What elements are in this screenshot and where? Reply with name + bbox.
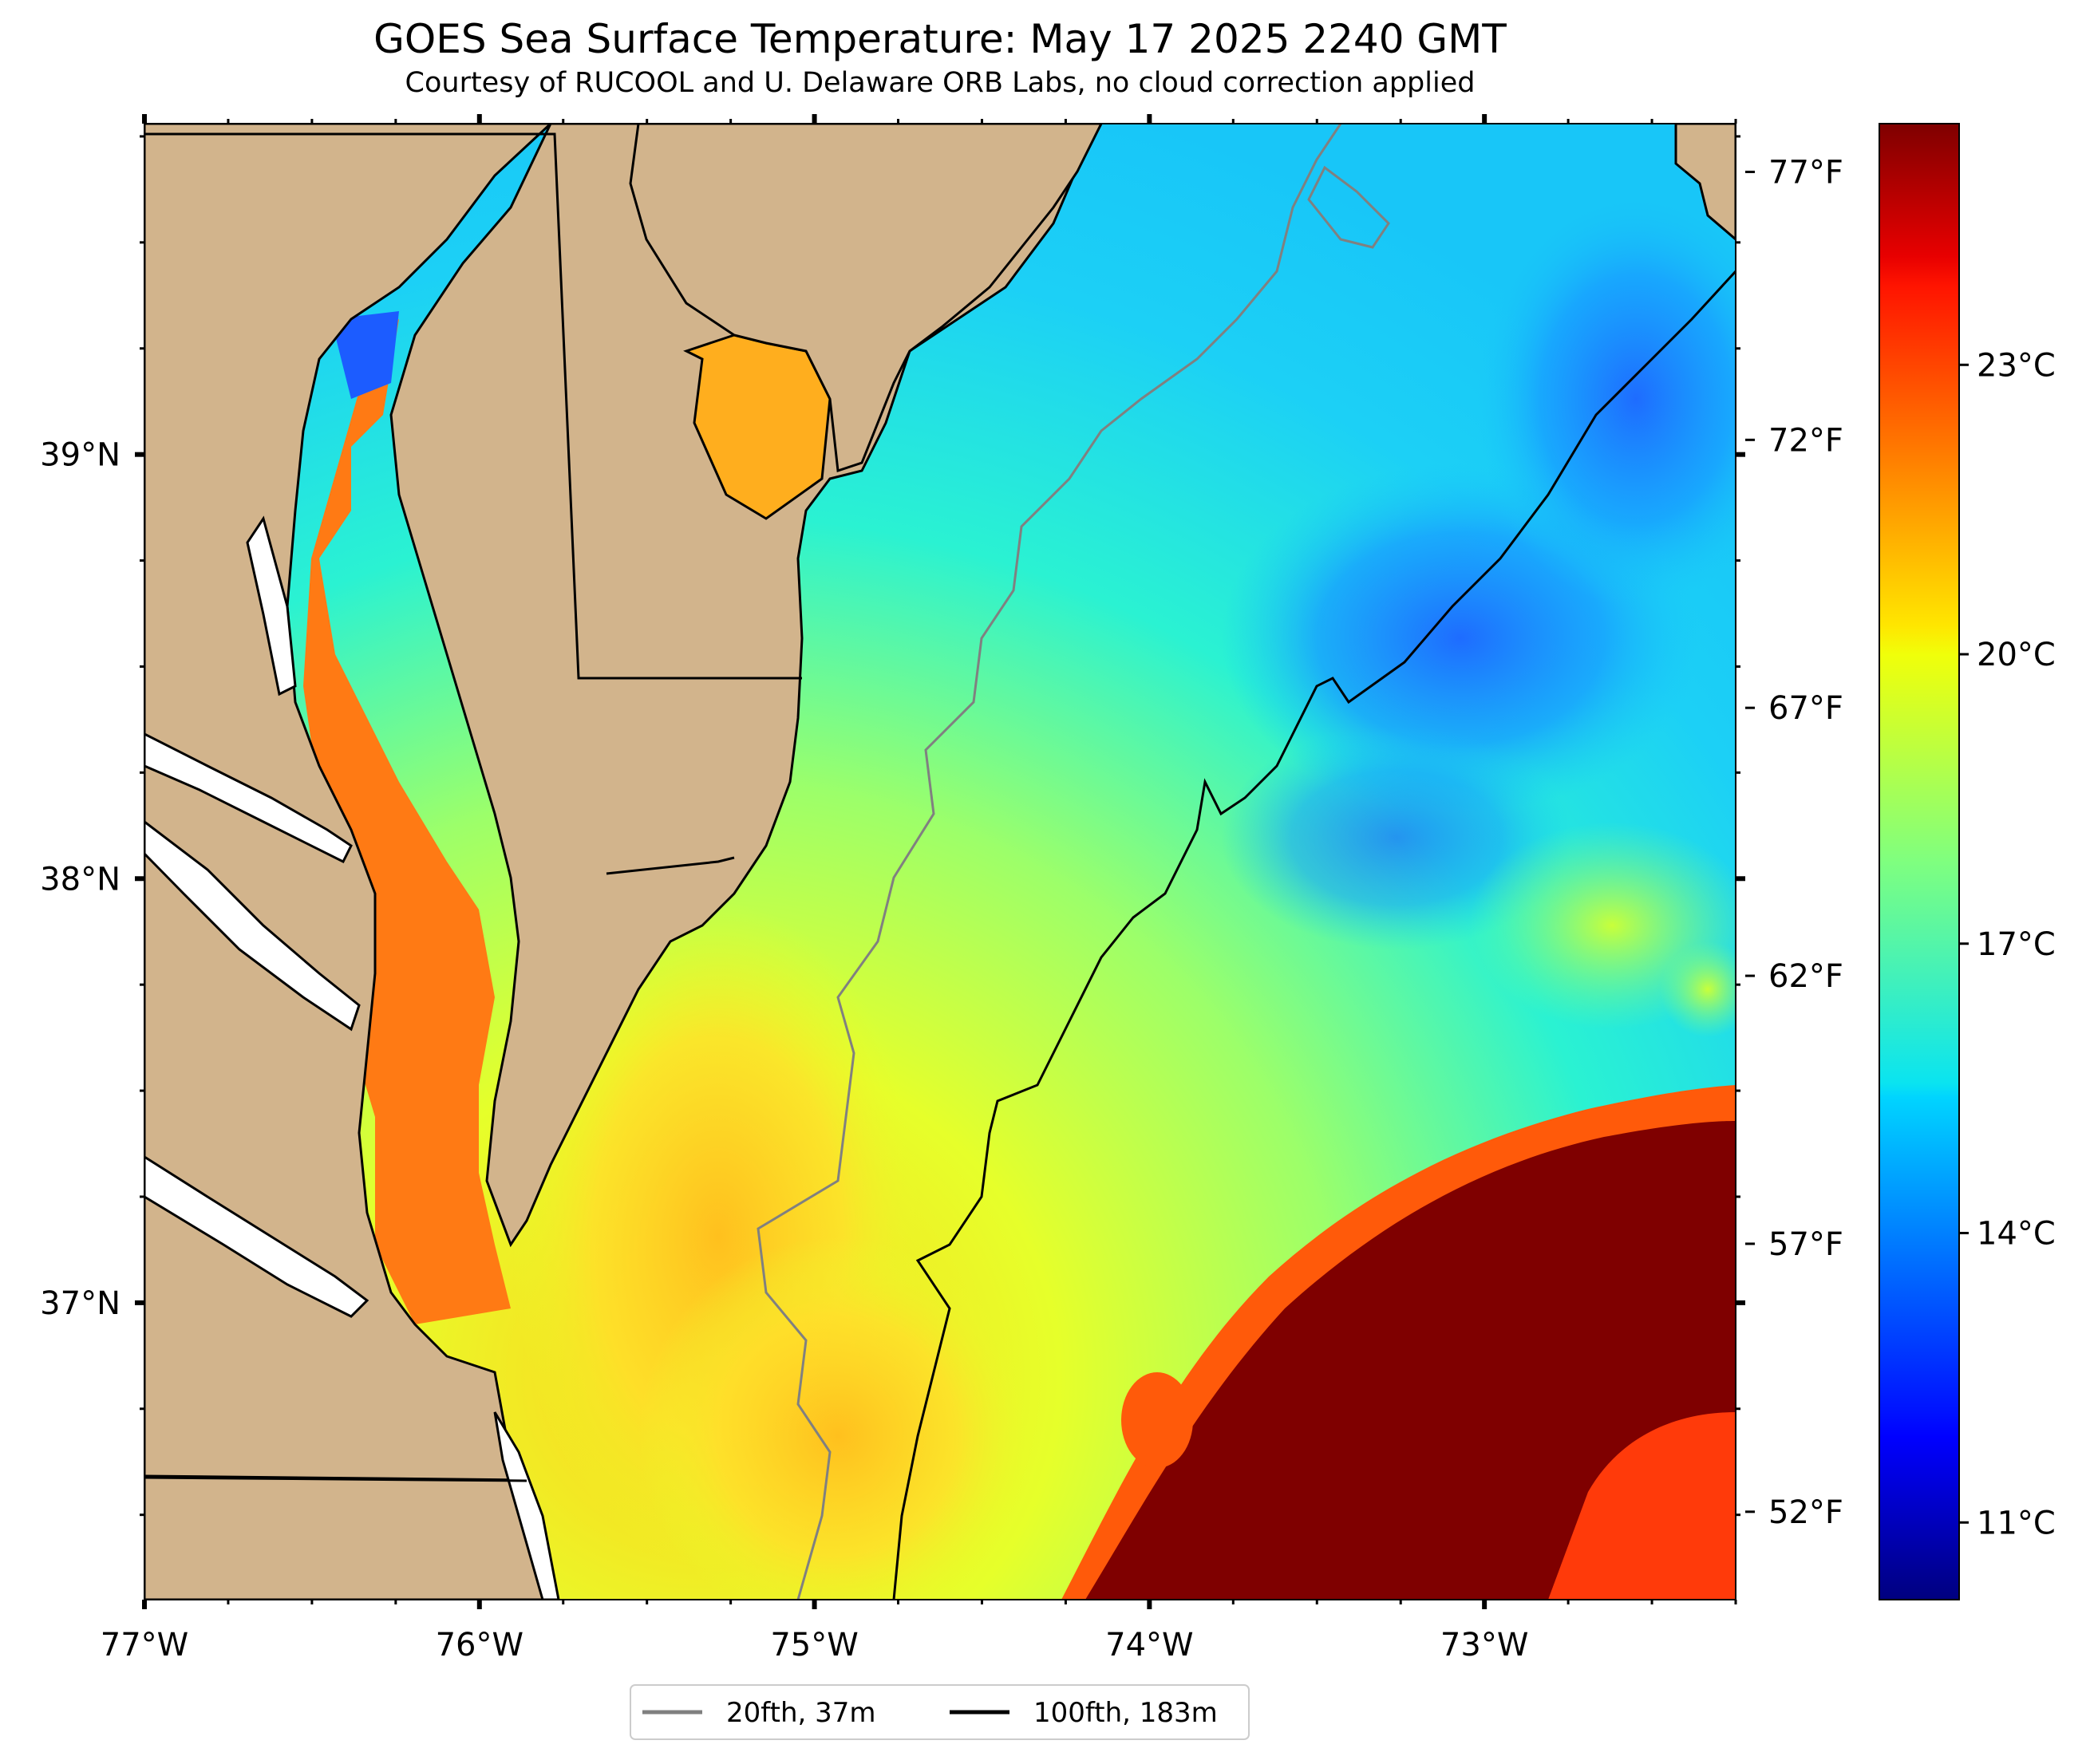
tidal-river (144, 820, 361, 1032)
chesapeake-bay-water (303, 319, 511, 1324)
lon-tick-label: 76°W (436, 1627, 523, 1663)
lat-tick-label: 37°N (40, 1285, 121, 1322)
celsius-tick-label: 11°C (1977, 1505, 2056, 1541)
map-title: GOES Sea Surface Temperature: May 17 202… (373, 16, 1507, 62)
tidal-river (144, 1155, 369, 1318)
isobath-100fth (892, 270, 1736, 1600)
land-new-jersey (629, 124, 1103, 473)
land-delmarva-peninsula (389, 124, 1103, 1248)
map-frame (144, 123, 1736, 1600)
celsius-tick-label: 17°C (1977, 926, 2056, 963)
upper-bay-cold-water (331, 311, 399, 399)
map-subtitle: Courtesy of RUCOOL and U. Delaware ORB L… (405, 67, 1476, 99)
fahrenheit-axis: 52°F 57°F 62°F 67°F 72°F 77°F (1745, 154, 1843, 1531)
celsius-tick-label: 20°C (1977, 637, 2056, 673)
fahrenheit-tick-label: 77°F (1768, 154, 1843, 191)
land-northeast-nc (144, 1474, 544, 1600)
isobath-20fth (1307, 165, 1390, 249)
state-boundary (144, 132, 802, 680)
colorbar (1879, 123, 1960, 1600)
warm-eddy (1121, 1372, 1193, 1468)
legend-label-20fth: 20fth, 37m (726, 1697, 876, 1729)
warm-filament (1660, 941, 1736, 1037)
land-long-island (1674, 124, 1736, 241)
fahrenheit-tick-label: 57°F (1768, 1226, 1843, 1263)
fahrenheit-tick-label: 67°F (1768, 690, 1843, 727)
legend-box (630, 1684, 1250, 1740)
celsius-tick-label: 23°C (1977, 347, 2056, 384)
lat-tick-label: 39°N (40, 437, 121, 474)
legend: 20fth, 37m 100fth, 183m (630, 1684, 1250, 1740)
cold-water-patch (1476, 191, 1736, 606)
lon-tick-label: 73°W (1440, 1627, 1528, 1663)
celsius-tick-label: 14°C (1977, 1216, 2056, 1253)
latitude-axis: 39°N 38°N 37°N (40, 135, 1745, 1517)
state-boundary (606, 856, 735, 875)
celsius-axis: 11°C 14°C 17°C 20°C 23°C (1959, 347, 2056, 1541)
state-boundary (144, 1476, 527, 1482)
fahrenheit-tick-label: 52°F (1768, 1494, 1843, 1531)
lat-tick-label: 38°N (40, 861, 121, 898)
tidal-river (246, 515, 297, 697)
tidal-river (144, 732, 353, 864)
lon-tick-label: 77°W (101, 1627, 188, 1663)
isobath-20fth (757, 124, 1342, 1600)
outer-banks (493, 1411, 560, 1600)
lon-tick-label: 75°W (770, 1627, 858, 1663)
longitude-axis: 77°W 76°W 75°W 74°W 73°W (101, 114, 1737, 1663)
lon-tick-label: 74°W (1105, 1627, 1193, 1663)
legend-label-100fth: 100fth, 183m (1033, 1697, 1218, 1729)
map-area (144, 124, 1736, 1600)
fahrenheit-tick-label: 62°F (1768, 958, 1843, 995)
warm-lobe (1548, 1412, 1736, 1600)
fahrenheit-tick-label: 72°F (1768, 422, 1843, 459)
warm-water-patch (638, 1237, 1037, 1600)
gulf-stream-core (1085, 1121, 1736, 1600)
